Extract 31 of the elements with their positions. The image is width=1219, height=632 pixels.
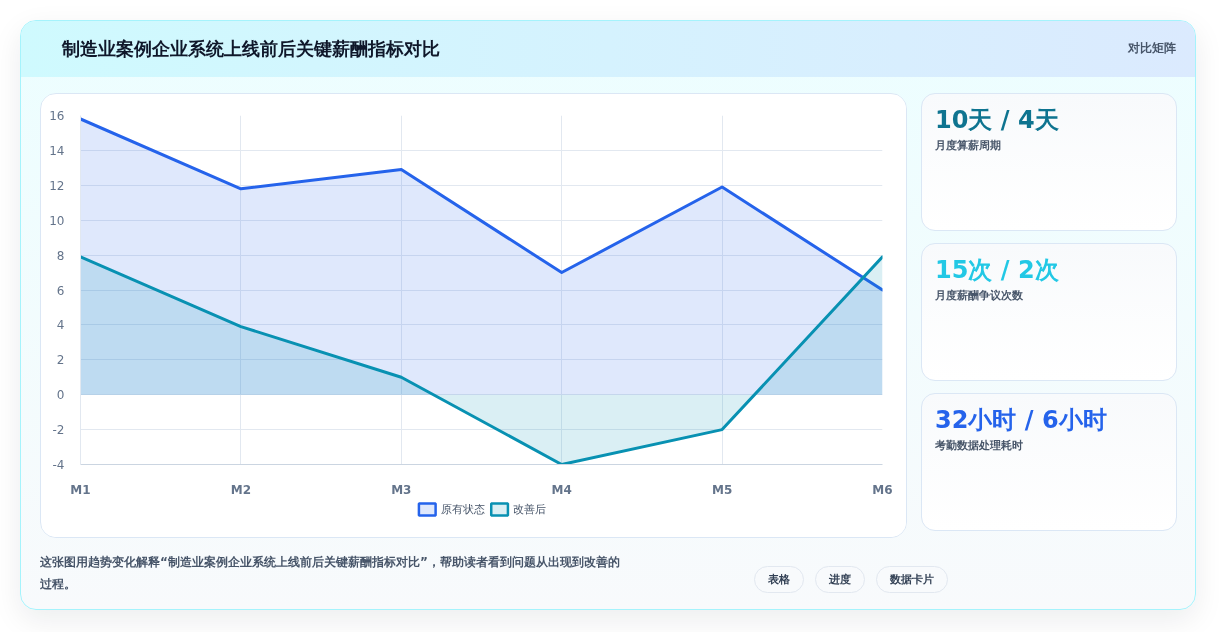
- text: 这张图用趋势变化解释“制造业案例企业系统上线前后关键薪酬指标对比”，帮助读者看到问题从出现到改善的过程。: [40, 554, 621, 593]
- x-tick-label: M2: [230, 482, 252, 497]
- legend-label: 原有状态: [441, 503, 486, 516]
- y-tick-label: 16: [49, 109, 65, 123]
- y-tick-label: 12: [49, 178, 65, 193]
- y-tick-label: 10: [49, 213, 65, 228]
- text: 对比矩阵: [1128, 40, 1176, 58]
- x-tick-label: M5: [711, 482, 733, 497]
- y-tick-label: -2: [52, 423, 65, 438]
- text: 32小时 / 6小时: [935, 406, 1107, 435]
- text: 月度薪酬争议次数: [935, 289, 1024, 303]
- text: 数据卡片: [876, 566, 948, 593]
- text: 月度算薪周期: [935, 139, 1002, 153]
- text: 考勤数据处理耗时: [935, 439, 1024, 453]
- y-tick-label: 4: [56, 318, 65, 333]
- y-tick-label: 6: [56, 283, 65, 298]
- x-tick-label: M4: [551, 482, 572, 497]
- y-tick-label: -4: [52, 458, 65, 472]
- legend-label: 改善后: [513, 503, 547, 516]
- x-tick-label: M3: [391, 482, 412, 497]
- y-tick-label: 0: [56, 388, 65, 403]
- text: 15次 / 2次: [935, 256, 1059, 285]
- x-tick-label: M6: [872, 482, 893, 497]
- y-tick-label: 14: [49, 143, 65, 158]
- text: 进度: [815, 566, 865, 593]
- text: 10天 / 4天: [935, 106, 1059, 135]
- y-tick-label: 2: [56, 353, 65, 368]
- y-tick-label: 8: [56, 248, 65, 263]
- x-tick-label: M1: [70, 482, 91, 497]
- chart-title: 制造业案例企业系统上线前后关键薪酬指标对比: [62, 37, 440, 62]
- text: 表格: [754, 566, 804, 593]
